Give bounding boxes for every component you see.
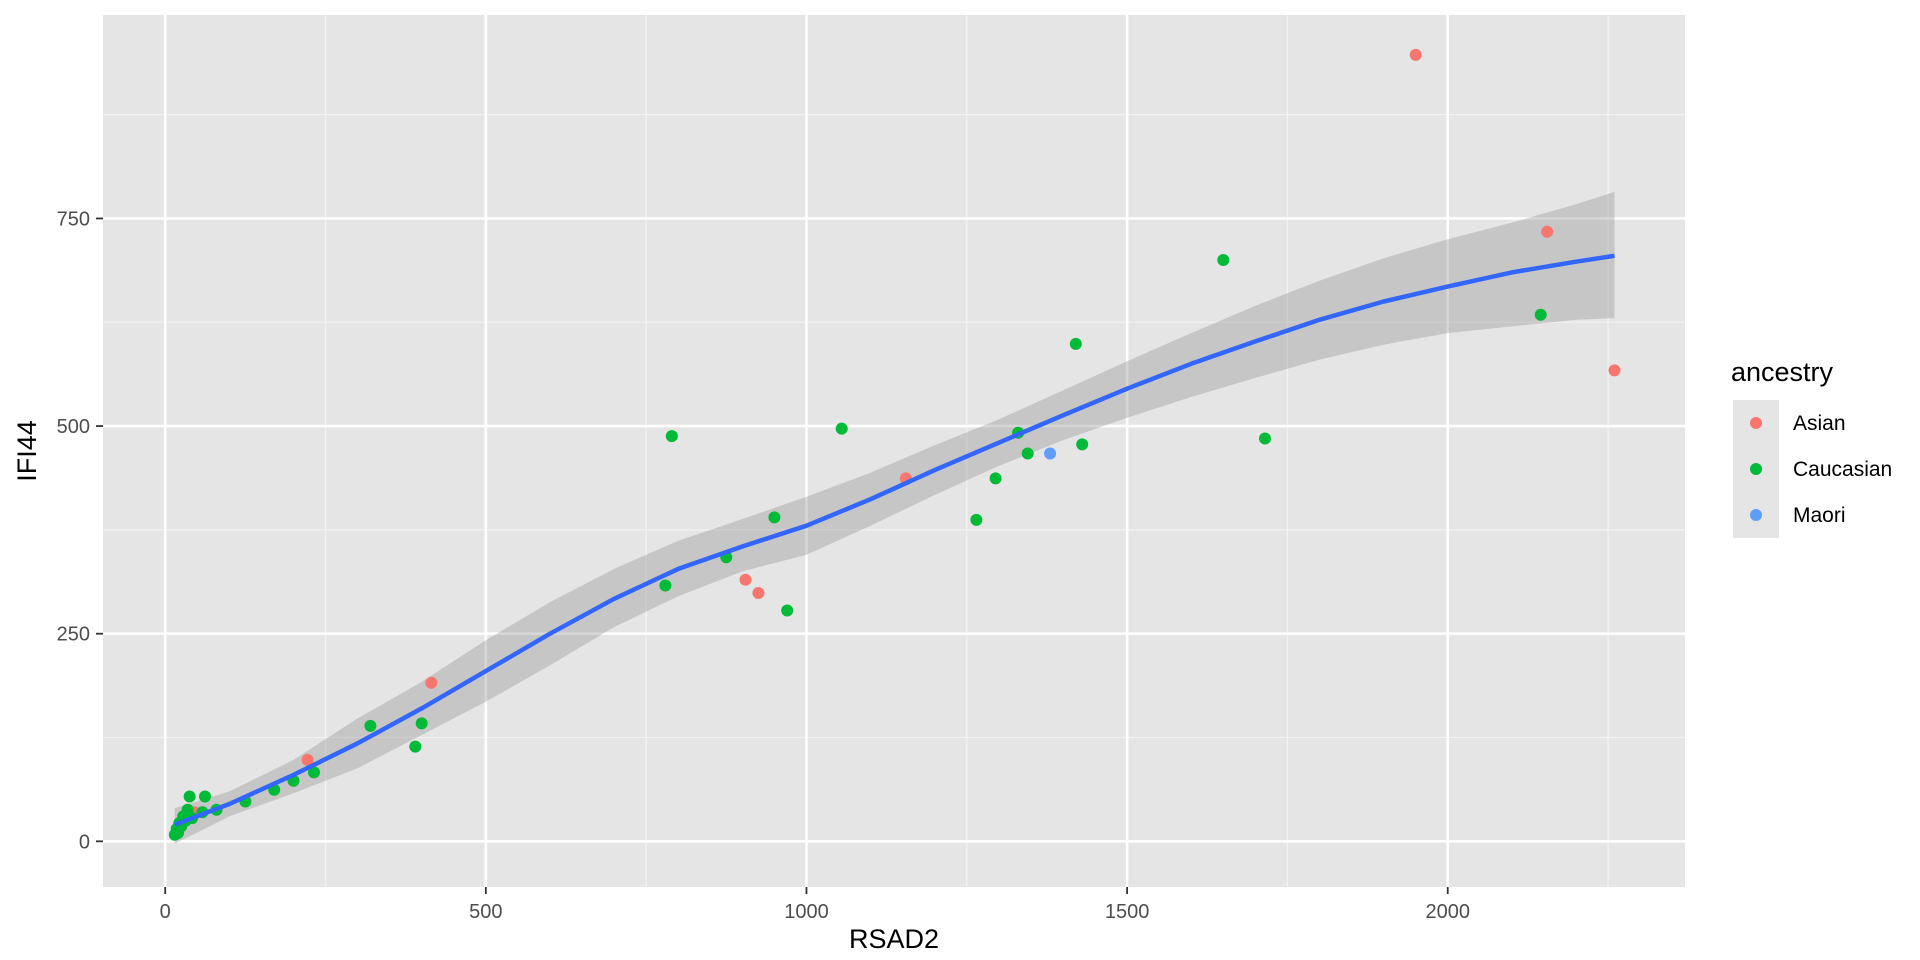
smooth-line-layer (174, 253, 1615, 827)
x-tick-label: 500 (469, 901, 502, 923)
legend-key-asian (1750, 417, 1762, 429)
y-axis: 0 250 500 750 (57, 208, 103, 853)
data-point-caucasian (1076, 438, 1089, 451)
y-tick-label: 0 (79, 831, 90, 853)
data-point-caucasian (768, 511, 781, 524)
data-point-caucasian (1259, 432, 1271, 445)
data-point-caucasian (308, 766, 320, 779)
legend-key-caucasian (1750, 463, 1762, 475)
data-point-asian (301, 753, 314, 766)
data-point-caucasian (781, 604, 794, 617)
data-point-caucasian (1534, 308, 1547, 321)
panel-background (103, 15, 1685, 887)
x-axis: 0 500 1000 1500 2000 (160, 887, 1470, 923)
data-point-caucasian (364, 719, 377, 732)
x-tick-label: 0 (160, 901, 171, 923)
y-tick-label: 500 (57, 416, 90, 438)
data-point-caucasian (183, 790, 196, 803)
data-point-caucasian (989, 472, 1002, 485)
data-point-asian (739, 573, 752, 586)
major-gridlines (103, 15, 1685, 887)
data-point-caucasian (415, 717, 428, 730)
legend-label-maori: Maori (1793, 504, 1846, 527)
legend-label-asian: Asian (1793, 412, 1846, 435)
x-axis-title: RSAD2 (849, 924, 939, 954)
legend: ancestry Asian Caucasian Maori (1731, 357, 1892, 538)
data-point-asian (1409, 48, 1422, 61)
data-point-asian (1608, 364, 1621, 377)
data-point-caucasian (1217, 254, 1230, 266)
data-point-caucasian (659, 579, 672, 592)
legend-key-maori (1750, 509, 1762, 521)
x-tick-label: 1500 (1105, 901, 1150, 923)
data-point-asian (425, 676, 438, 689)
confidence-band (174, 191, 1615, 844)
data-point-caucasian (665, 430, 678, 443)
x-tick-label: 1000 (784, 901, 829, 923)
x-tick-label: 2000 (1425, 901, 1470, 923)
data-point-caucasian (835, 422, 848, 435)
data-point-caucasian (409, 740, 422, 753)
data-point-caucasian (1069, 337, 1082, 350)
data-point-caucasian (1021, 447, 1034, 460)
y-tick-label: 750 (57, 208, 90, 230)
data-point-asian (1541, 225, 1554, 238)
minor-gridlines (103, 15, 1685, 887)
legend-label-caucasian: Caucasian (1793, 458, 1892, 481)
smooth-line (174, 253, 1615, 827)
legend-title: ancestry (1731, 357, 1834, 387)
y-tick-label: 250 (57, 624, 90, 646)
data-point-caucasian (970, 513, 983, 526)
data-point-asian (752, 587, 765, 599)
data-point-caucasian (199, 790, 211, 803)
y-axis-title: IFI44 (12, 420, 42, 482)
data-point-maori (1044, 447, 1057, 460)
confidence-band-layer (174, 191, 1615, 844)
legend-items: Asian Caucasian Maori (1750, 412, 1892, 527)
